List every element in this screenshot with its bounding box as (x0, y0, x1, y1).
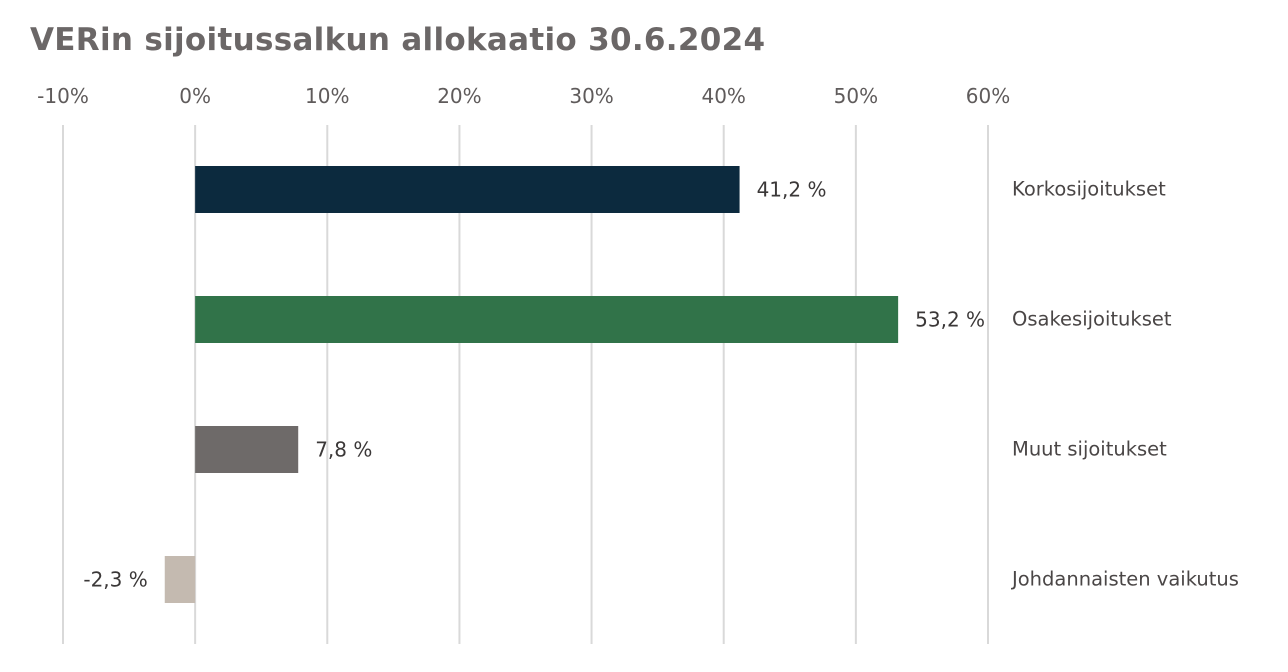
x-tick-label: 20% (437, 84, 481, 108)
category-labels: Korkosijoitukset Osakesijoitukset Muut sij… (1010, 178, 1239, 591)
bar-osakesijoitukset (195, 296, 899, 343)
chart-title: VERin sijoitussalkun allokaatio 30.6.202… (30, 22, 766, 58)
category-label: Osakesijoitukset (1012, 308, 1172, 331)
x-tick-label: 10% (305, 84, 349, 108)
x-tick-label: 0% (179, 84, 211, 108)
bar-value-label: 41,2 % (757, 178, 827, 202)
bar-value-label: -2,3 % (83, 568, 147, 592)
x-tick-label: 60% (966, 84, 1010, 108)
bar-value-label: 53,2 % (915, 308, 985, 332)
bars (164, 166, 899, 603)
category-label: Korkosijoitukset (1012, 178, 1166, 201)
x-tick-label: 30% (569, 84, 613, 108)
category-label: Johdannaisten vaikutus (1010, 568, 1239, 591)
x-axis-ticks: -10% 0% 10% 20% 30% 40% 50% 60% (37, 84, 1010, 108)
bar-value-label: 7,8 % (315, 438, 372, 462)
category-label: Muut sijoitukset (1012, 438, 1167, 461)
bar-johdannaisten-vaikutus (164, 556, 196, 603)
bar-korkosijoitukset (195, 166, 740, 213)
x-tick-label: -10% (37, 84, 89, 108)
x-tick-label: 40% (701, 84, 745, 108)
x-tick-label: 50% (834, 84, 878, 108)
bar-muut-sijoitukset (195, 426, 299, 473)
data-labels: 41,2 % 53,2 % 7,8 % -2,3 % (83, 178, 985, 592)
